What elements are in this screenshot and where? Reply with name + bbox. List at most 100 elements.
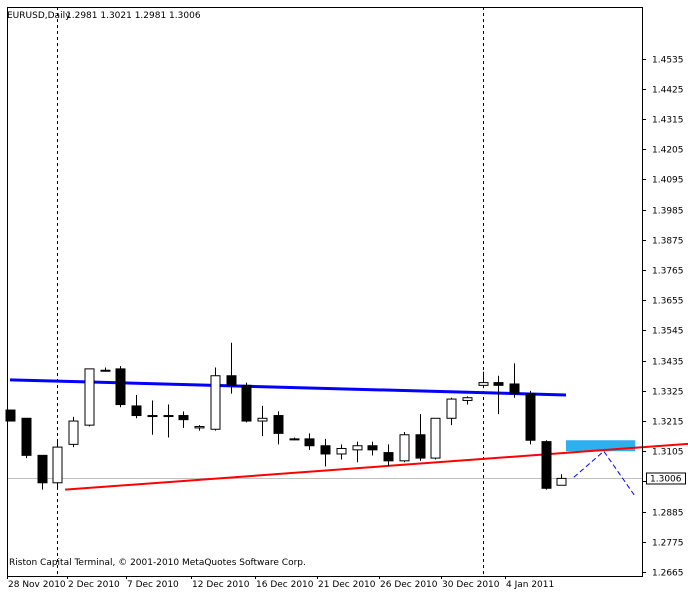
bearish-candle-body	[525, 393, 536, 441]
candlestick	[210, 367, 221, 431]
bearish-candle-body	[226, 375, 237, 386]
candlestick	[509, 363, 520, 398]
candlestick	[147, 400, 158, 435]
bullish-candle-body	[446, 398, 457, 419]
y-axis-tick-label: 1.2885	[652, 509, 684, 519]
candlestick	[194, 425, 205, 431]
candlestick	[257, 405, 268, 437]
candlestick	[383, 444, 394, 467]
candlestick	[352, 441, 363, 463]
candlestick	[68, 416, 79, 448]
candlestick	[367, 441, 378, 456]
bullish-candle-body	[257, 417, 268, 422]
bullish-candle-body	[147, 415, 158, 418]
y-axis-tick-label: 1.3545	[652, 327, 684, 337]
candlestick	[446, 397, 457, 426]
symbol-label: EURUSD,Daily	[7, 11, 71, 21]
bearish-candle-body	[131, 405, 142, 417]
y-axis-tick-label: 1.3765	[652, 267, 684, 277]
x-axis-tick-label: 2 Dec 2010	[68, 580, 120, 590]
bearish-candle-body	[415, 434, 426, 459]
x-axis-tick-label: 30 Dec 2010	[442, 580, 500, 590]
x-axis-tick-label: 21 Dec 2010	[318, 580, 376, 590]
y-axis-tick-label: 1.3325	[652, 388, 684, 398]
candlestick	[541, 440, 552, 490]
current-price-box: 1.3006	[646, 472, 686, 485]
bullish-candle-body	[210, 375, 221, 430]
candlestick	[525, 390, 536, 445]
x-axis-tick-label: 12 Dec 2010	[192, 580, 250, 590]
bearish-candle-body	[273, 415, 284, 434]
y-axis-tick-label: 1.2775	[652, 539, 684, 549]
bearish-candle-body	[509, 383, 520, 395]
bearish-candle-body	[320, 445, 331, 455]
bullish-candle-body	[462, 397, 473, 401]
y-axis-tick-label: 1.2665	[652, 569, 684, 579]
bullish-candle-body	[84, 368, 95, 426]
bearish-candle-body	[5, 409, 16, 422]
y-axis-tick-label: 1.3655	[652, 297, 684, 307]
x-axis-tick-label: 16 Dec 2010	[256, 580, 314, 590]
candlestick	[478, 371, 489, 389]
projection-path	[573, 450, 636, 497]
candlestick	[273, 411, 284, 445]
y-axis-tick-label: 1.3875	[652, 237, 684, 247]
support-trendline	[65, 442, 688, 491]
bullish-candle-body	[194, 426, 205, 429]
candlestick	[178, 411, 189, 428]
candlestick	[163, 404, 174, 438]
bullish-candle-body	[430, 417, 441, 459]
bullish-candle-body	[52, 446, 63, 484]
candlestick	[320, 438, 331, 467]
y-axis-tick-label: 1.4535	[652, 56, 684, 66]
bearish-candle-body	[304, 438, 315, 447]
y-axis-tick-label: 1.3435	[652, 358, 684, 368]
bullish-candle-body	[163, 415, 174, 418]
candlestick	[336, 444, 347, 460]
bullish-candle-body	[352, 445, 363, 451]
bullish-candle-body	[100, 369, 111, 372]
y-axis-tick-label: 1.4315	[652, 116, 684, 126]
candlestick	[100, 367, 111, 372]
candlestick	[5, 409, 16, 422]
current-price-box-inner	[647, 473, 685, 484]
candlestick	[131, 394, 142, 419]
y-axis-tick-label: 1.3105	[652, 448, 684, 458]
candlestick	[84, 368, 95, 427]
ohlc-readout: 1.2981 1.3021 1.2981 1.3006	[66, 11, 201, 21]
bullish-candle-body	[399, 434, 410, 462]
candlestick	[556, 474, 567, 486]
bearish-candle-body	[367, 445, 378, 451]
candlestick	[226, 342, 237, 394]
bullish-candle-body	[478, 382, 489, 386]
candlestick	[21, 417, 32, 459]
y-axis-tick-label: 1.4205	[652, 146, 684, 156]
y-axis-tick-label: 1.4095	[652, 176, 684, 186]
target-zone-rectangle	[565, 440, 636, 452]
resistance-trendline	[9, 378, 567, 397]
candlestick	[37, 454, 48, 490]
bearish-candle-body	[37, 454, 48, 484]
x-axis-tick-label: 28 Nov 2010	[8, 580, 66, 590]
candlestick	[399, 432, 410, 463]
bearish-candle-body	[541, 441, 552, 489]
copyright-text: Riston Capital Terminal, © 2001-2010 Met…	[9, 558, 306, 568]
y-axis-tick-label: 1.3215	[652, 418, 684, 428]
bearish-candle-body	[241, 384, 252, 422]
candlestick	[241, 382, 252, 423]
x-axis-tick-label: 26 Dec 2010	[380, 580, 438, 590]
candlestick	[430, 417, 441, 460]
bearish-candle-body	[115, 368, 126, 406]
y-axis-tick-label: 1.3985	[652, 207, 684, 217]
x-axis-tick-label: 7 Dec 2010	[127, 580, 179, 590]
candlestick	[115, 366, 126, 408]
bullish-candle-body	[336, 447, 347, 455]
bearish-candle-body	[178, 415, 189, 421]
bullish-candle-body	[289, 438, 300, 441]
bullish-candle-body	[68, 420, 79, 445]
bearish-candle-body	[383, 452, 394, 462]
candlestick	[462, 396, 473, 405]
